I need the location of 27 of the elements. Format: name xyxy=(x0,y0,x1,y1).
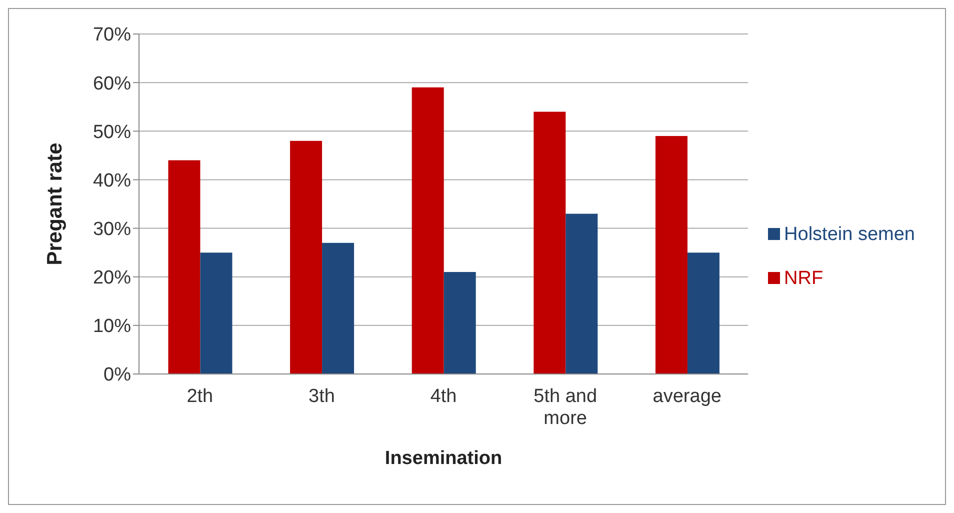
y-tick-label: 0% xyxy=(104,364,132,386)
x-tick-label: 2th xyxy=(186,386,214,407)
y-tick-label: 30% xyxy=(92,219,132,240)
y-tick-label: 60% xyxy=(92,73,132,94)
bar xyxy=(655,136,688,374)
y-axis-title: Pregant rate xyxy=(43,142,66,266)
bar xyxy=(687,252,720,374)
bar xyxy=(322,242,354,374)
bar xyxy=(444,272,476,374)
bar xyxy=(412,87,444,374)
x-tick-label: average xyxy=(652,386,722,407)
x-tick-label: 5th and more xyxy=(534,386,598,429)
y-tick-label: 40% xyxy=(92,170,132,192)
legend-label: Holstein semen xyxy=(784,224,915,244)
x-tick-label: 3th xyxy=(308,386,335,407)
x-axis-title: Insemination xyxy=(384,448,502,469)
legend-label: NRF xyxy=(784,268,824,288)
bar xyxy=(168,160,200,374)
bar xyxy=(290,140,322,374)
y-tick-label: 70% xyxy=(92,24,132,46)
x-tick-label: 4th xyxy=(430,386,457,407)
bar xyxy=(534,112,566,374)
y-tick-label: 10% xyxy=(92,316,132,338)
bar xyxy=(200,252,232,374)
y-tick-label: 20% xyxy=(92,268,132,289)
bar xyxy=(566,214,598,374)
y-tick-label: 50% xyxy=(92,122,132,143)
